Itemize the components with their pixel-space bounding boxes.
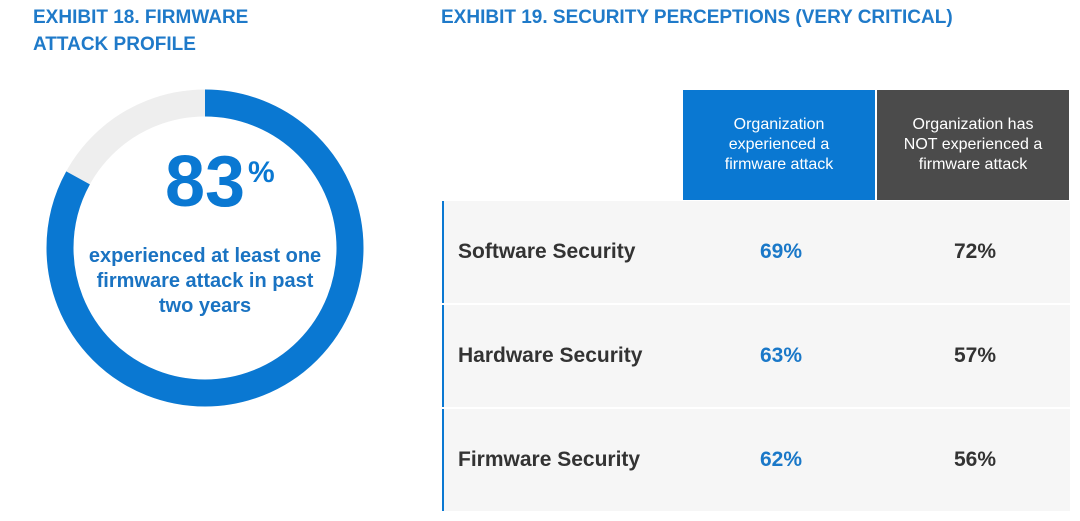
- exhibit-18-title: EXHIBIT 18. FIRMWARE ATTACK PROFILE: [33, 7, 249, 55]
- column-header: Organization experienced a firmware atta…: [683, 90, 875, 200]
- donut-chart: 83 %: [46, 89, 364, 407]
- cell-value: 69%: [759, 240, 803, 263]
- table-row: Software Security 69% 72%: [442, 201, 1070, 303]
- row-label: Software Security: [458, 240, 636, 263]
- cell-value: 72%: [953, 240, 997, 263]
- table-row: Hardware Security 63% 57%: [442, 305, 1070, 407]
- table-row: Firmware Security 62% 56%: [442, 409, 1070, 511]
- column-header: Organization has NOT experienced a firmw…: [877, 90, 1069, 200]
- cell-value: 57%: [953, 344, 997, 367]
- donut-arc: [46, 89, 364, 407]
- donut-value: 83: [165, 142, 245, 222]
- exhibit-19-title: EXHIBIT 19. SECURITY PERCEPTIONS (VERY C…: [441, 7, 953, 28]
- cell-value: 62%: [759, 448, 803, 471]
- cell-value: 56%: [953, 448, 997, 471]
- donut-caption: experienced at least one firmware attack…: [88, 245, 322, 317]
- row-label: Hardware Security: [458, 344, 643, 367]
- donut-unit: %: [248, 156, 275, 189]
- row-label: Firmware Security: [458, 448, 641, 471]
- cell-value: 63%: [759, 344, 803, 367]
